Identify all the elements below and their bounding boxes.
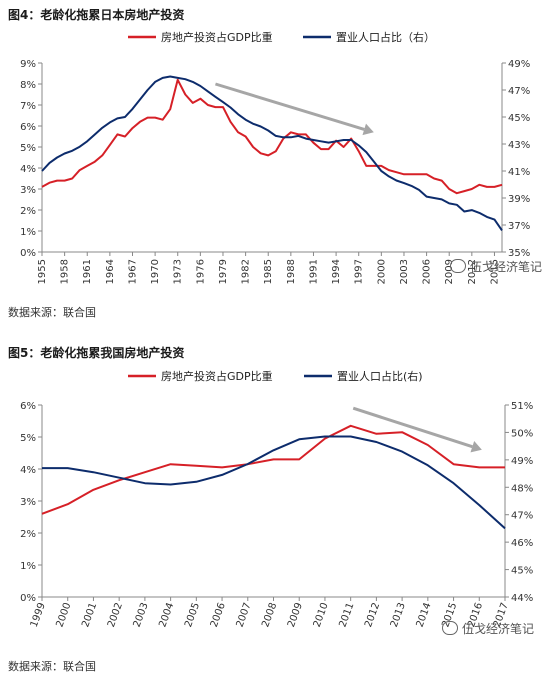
figure-title: 图5：老龄化拖累我国房地产投资 — [8, 346, 185, 360]
x-tick-label: 1991 — [308, 259, 319, 284]
y-left-tick-label: 4% — [20, 465, 36, 476]
y-right-tick-label: 47% — [508, 86, 530, 97]
y-right-tick-label: 37% — [508, 221, 530, 232]
y-right-tick-label: 45% — [511, 566, 533, 577]
y-right-tick-label: 46% — [511, 538, 533, 549]
x-tick-label: 2002 — [106, 601, 125, 629]
y-left-tick-label: 2% — [20, 529, 36, 540]
x-tick-label: 2008 — [260, 601, 279, 629]
watermark: 伍戈经济笔记 — [450, 258, 542, 275]
x-tick-label: 1994 — [331, 259, 342, 284]
y-left-tick-label: 0% — [20, 593, 36, 604]
x-tick-label: 2012 — [467, 259, 478, 284]
x-tick-label: 2007 — [235, 601, 254, 629]
y-right-tick-label: 47% — [511, 511, 533, 522]
y-right-tick-label: 44% — [511, 593, 533, 604]
x-tick-label: 2000 — [54, 601, 73, 629]
x-tick-label: 1997 — [354, 259, 365, 284]
legend-label: 置业人口占比（右） — [336, 30, 435, 44]
watermark: 伍戈经济笔记 — [442, 620, 534, 637]
y-left-tick-label: 6% — [20, 401, 36, 412]
y-right-tick-label: 41% — [508, 167, 530, 178]
x-tick-label: 2004 — [157, 601, 176, 629]
x-tick-label: 1958 — [60, 259, 71, 284]
x-tick-label: 1967 — [127, 259, 138, 284]
wechat-icon — [442, 621, 458, 635]
x-tick-label: 2001 — [80, 601, 99, 629]
y-left-tick-label: 3% — [20, 185, 36, 196]
figure-source: 数据来源：联合国 — [8, 660, 96, 673]
x-tick-label: 1999 — [29, 601, 48, 629]
watermark-text: 伍戈经济笔记 — [470, 260, 543, 274]
x-tick-label: 1955 — [37, 259, 48, 284]
x-tick-label: 2010 — [312, 601, 331, 629]
x-tick-label: 1970 — [150, 259, 161, 284]
x-tick-label: 2003 — [399, 259, 410, 284]
x-tick-label: 1976 — [195, 259, 206, 284]
x-tick-label: 2011 — [337, 601, 356, 629]
wechat-icon — [450, 259, 466, 273]
x-tick-label: 2006 — [209, 601, 228, 629]
y-left-tick-label: 2% — [20, 206, 36, 217]
x-tick-label: 2009 — [286, 601, 305, 629]
y-left-tick-label: 1% — [20, 561, 36, 572]
trend-arrow-head — [362, 123, 374, 136]
x-tick-label: 2009 — [444, 259, 455, 284]
y-right-tick-label: 35% — [508, 248, 530, 259]
x-tick-label: 2012 — [363, 601, 382, 629]
y-left-tick-label: 1% — [20, 227, 36, 238]
y-right-tick-label: 48% — [511, 483, 533, 494]
trend-arrow-shaft — [352, 406, 473, 449]
figure-4: 图4：老龄化拖累日本房地产投资 0% 1% 2% 3% 4% 5% 6% 7% 8% 9% 35% 3… — [0, 0, 550, 330]
y-left-tick-label: 0% — [20, 248, 36, 259]
x-tick-label: 1964 — [105, 259, 116, 284]
figure-5: 图5：老龄化拖累我国房地产投资 0% 1% 2% 3% 4% 5% 6% 44% 45% 46% 4… — [0, 338, 550, 675]
figure-title: 图4：老龄化拖累日本房地产投资 — [8, 8, 185, 22]
x-tick-label: 2000 — [376, 259, 387, 284]
y-right-tick-label: 51% — [511, 401, 533, 412]
y-left-tick-label: 8% — [20, 80, 36, 91]
y-left-tick-label: 3% — [20, 497, 36, 508]
x-tick-label: 1979 — [218, 259, 229, 284]
x-tick-label: 2005 — [183, 601, 202, 629]
y-right-tick-label: 49% — [511, 456, 533, 467]
x-tick-label: 2015 — [489, 259, 500, 284]
x-tick-label: 2014 — [415, 601, 434, 629]
y-left-tick-label: 4% — [20, 164, 36, 175]
x-tick-label: 1973 — [173, 259, 184, 284]
trend-arrow-head — [470, 441, 482, 453]
legend-label: 房地产投资占GDP比重 — [161, 30, 273, 44]
x-tick-label: 2003 — [132, 601, 151, 629]
trend-arrow-shaft — [215, 82, 365, 131]
legend-label: 房地产投资占GDP比重 — [161, 369, 273, 383]
x-tick-label: 1982 — [241, 259, 252, 284]
y-left-tick-label: 6% — [20, 122, 36, 133]
series-line-investment — [41, 78, 503, 195]
x-tick-label: 2013 — [389, 601, 408, 629]
legend-label: 置业人口占比(右) — [337, 369, 423, 383]
y-left-tick-label: 5% — [20, 433, 36, 444]
figure-source: 数据来源：联合国 — [8, 306, 96, 319]
x-tick-label: 2006 — [422, 259, 433, 284]
watermark-text: 伍戈经济笔记 — [462, 622, 535, 636]
x-tick-label: 1988 — [286, 259, 297, 284]
y-left-tick-label: 5% — [20, 143, 36, 154]
y-right-tick-label: 43% — [508, 140, 530, 151]
y-right-tick-label: 49% — [508, 59, 530, 70]
y-right-tick-label: 50% — [511, 428, 533, 439]
x-tick-label: 1985 — [263, 259, 274, 284]
y-left-tick-label: 9% — [20, 59, 36, 70]
series-line-population — [41, 75, 503, 231]
y-left-tick-label: 7% — [20, 101, 36, 112]
chart-fig4: 0% 1% 2% 3% 4% 5% 6% 7% 8% 9% 35% 37% 39% 41% 43% 45% 47… — [20, 30, 530, 284]
chart-fig5: 0% 1% 2% 3% 4% 5% 6% 44% 45% 46% 47% 48% 49% 50% 51% 19… — [20, 369, 533, 629]
x-tick-label: 1961 — [82, 259, 93, 284]
y-right-tick-label: 45% — [508, 113, 530, 124]
y-right-tick-label: 39% — [508, 194, 530, 205]
